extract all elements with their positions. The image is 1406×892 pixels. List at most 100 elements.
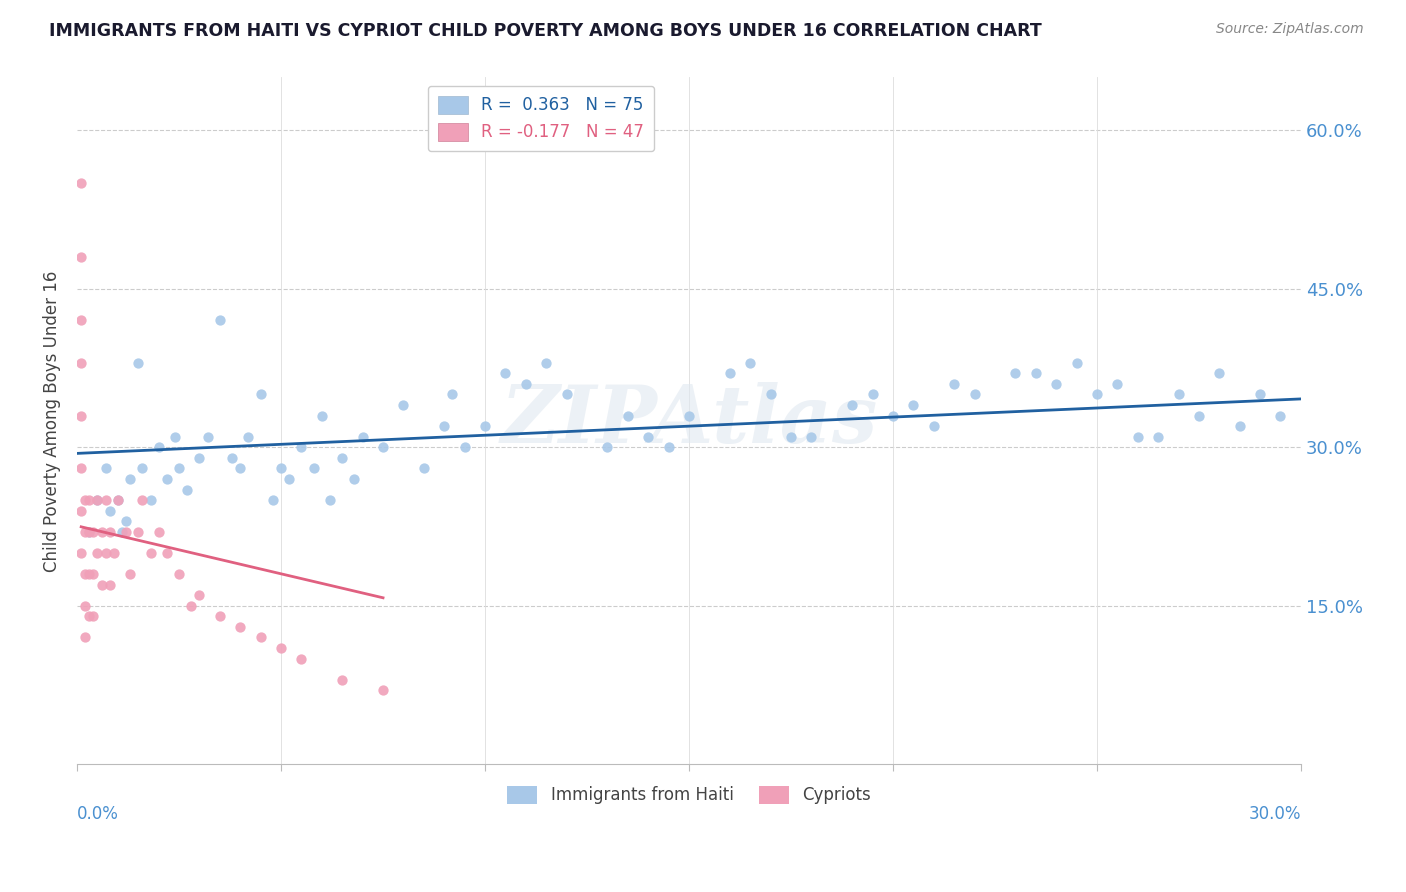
Point <box>79 524 101 539</box>
Point <box>270 461 292 475</box>
Point <box>943 376 966 391</box>
Point <box>371 683 394 698</box>
Point <box>163 430 186 444</box>
Point <box>1229 419 1251 434</box>
Point <box>637 430 659 444</box>
Point <box>392 398 415 412</box>
Point <box>176 483 198 497</box>
Point <box>882 409 904 423</box>
Point <box>127 524 149 539</box>
Point <box>1004 367 1026 381</box>
Point <box>156 472 179 486</box>
Point <box>759 387 782 401</box>
Point <box>70 504 93 518</box>
Point <box>238 430 260 444</box>
Point <box>156 546 179 560</box>
Point <box>229 461 252 475</box>
Point <box>841 398 863 412</box>
Point <box>658 440 681 454</box>
Point <box>1045 376 1067 391</box>
Point <box>90 524 112 539</box>
Point <box>82 567 104 582</box>
Point <box>115 524 138 539</box>
Point <box>82 524 104 539</box>
Point <box>800 430 823 444</box>
Point <box>139 493 162 508</box>
Y-axis label: Child Poverty Among Boys Under 16: Child Poverty Among Boys Under 16 <box>44 270 60 572</box>
Point <box>180 599 202 613</box>
Point <box>903 398 925 412</box>
Point <box>1025 367 1047 381</box>
Point <box>188 450 211 465</box>
Point <box>127 356 149 370</box>
Point <box>75 567 97 582</box>
Point <box>139 546 162 560</box>
Point <box>103 546 125 560</box>
Point <box>262 493 284 508</box>
Point <box>302 461 325 475</box>
Point <box>412 461 434 475</box>
Point <box>86 546 108 560</box>
Point <box>79 609 101 624</box>
Point <box>678 409 700 423</box>
Point <box>596 440 619 454</box>
Point <box>319 493 342 508</box>
Point <box>453 440 475 454</box>
Point <box>1107 376 1129 391</box>
Point <box>290 651 312 665</box>
Point <box>1147 430 1170 444</box>
Point <box>90 577 112 591</box>
Text: Source: ZipAtlas.com: Source: ZipAtlas.com <box>1216 22 1364 37</box>
Text: 0.0%: 0.0% <box>77 805 120 823</box>
Point <box>718 367 741 381</box>
Point <box>1249 387 1271 401</box>
Point <box>75 493 97 508</box>
Point <box>79 567 101 582</box>
Point <box>98 577 121 591</box>
Point <box>862 387 884 401</box>
Point <box>188 588 211 602</box>
Point <box>433 419 456 434</box>
Point <box>107 493 129 508</box>
Point <box>343 472 366 486</box>
Point <box>167 567 190 582</box>
Point <box>290 440 312 454</box>
Point <box>311 409 333 423</box>
Point <box>120 567 142 582</box>
Point <box>70 313 93 327</box>
Point <box>75 631 97 645</box>
Point <box>1167 387 1189 401</box>
Point <box>1126 430 1149 444</box>
Point <box>115 514 138 528</box>
Point <box>148 440 170 454</box>
Point <box>208 609 231 624</box>
Point <box>229 620 252 634</box>
Point <box>98 504 121 518</box>
Point <box>371 440 394 454</box>
Point <box>780 430 803 444</box>
Point <box>1066 356 1088 370</box>
Point <box>534 356 557 370</box>
Point <box>70 461 93 475</box>
Point <box>208 313 231 327</box>
Point <box>278 472 301 486</box>
Text: IMMIGRANTS FROM HAITI VS CYPRIOT CHILD POVERTY AMONG BOYS UNDER 16 CORRELATION C: IMMIGRANTS FROM HAITI VS CYPRIOT CHILD P… <box>49 22 1042 40</box>
Point <box>131 461 153 475</box>
Point <box>494 367 516 381</box>
Point <box>70 176 93 190</box>
Point <box>963 387 986 401</box>
Point <box>82 609 104 624</box>
Text: 30.0%: 30.0% <box>1249 805 1301 823</box>
Point <box>617 409 640 423</box>
Point <box>94 493 117 508</box>
Point <box>197 430 219 444</box>
Point <box>167 461 190 475</box>
Point <box>79 493 101 508</box>
Point <box>1208 367 1230 381</box>
Point <box>120 472 142 486</box>
Point <box>441 387 464 401</box>
Point <box>70 546 93 560</box>
Point <box>922 419 945 434</box>
Point <box>352 430 374 444</box>
Point <box>221 450 243 465</box>
